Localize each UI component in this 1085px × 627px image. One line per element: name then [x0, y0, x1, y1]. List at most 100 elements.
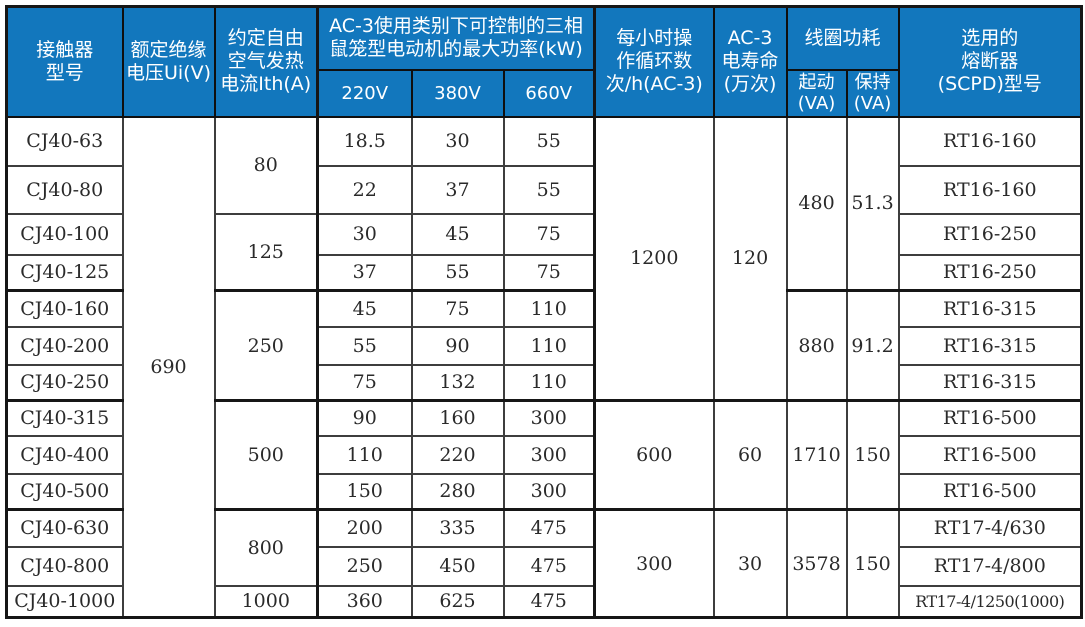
cell-power-380v: 450: [410, 545, 505, 587]
header-row-2: 220V 380V 660V 起动 (VA) 保持 (VA): [7, 68, 1082, 118]
header-line: 作循环数: [616, 50, 693, 73]
cell-insulation-voltage: 690: [121, 115, 216, 619]
header-thermal-current: 约定自由 空气发热 电流Ith(A): [213, 5, 319, 118]
cell-power-220v: 75: [316, 363, 413, 402]
cell-model: CJ40-63: [5, 115, 124, 167]
table-row: CJ40-1000 1000 360 625 475 RT17-4/1250(1…: [5, 584, 1083, 619]
cell-power-660v: 300: [502, 434, 596, 475]
header-line: 熔断器: [961, 50, 1019, 73]
cell-fuse: RT16-160: [897, 115, 1083, 167]
cell-fuse: RT16-315: [897, 289, 1083, 328]
table-row: CJ40-400 110 220 300 RT16-500: [5, 434, 1083, 475]
cell-fuse: RT17-4/1250(1000): [897, 584, 1083, 619]
cell-power-380v: 75: [410, 289, 505, 328]
header-rated-insulation-voltage: 额定绝缘 电压Ui(V): [121, 5, 216, 118]
header-coil-hold: 保持 (VA): [845, 68, 900, 118]
header-line: 保持: [854, 72, 891, 93]
cell-power-220v: 90: [316, 399, 413, 437]
cell-power-380v: 45: [410, 212, 505, 256]
header-line: (VA): [853, 93, 892, 114]
table-row: CJ40-315 500 90 160 300 600 60 1710 150 …: [5, 399, 1083, 511]
header-coil-consumption-group: 线圈功耗: [785, 5, 900, 71]
cell-coil-hold-group: 51.3: [845, 115, 900, 292]
cell-fuse: RT16-315: [897, 363, 1083, 402]
table-row: CJ40-160 250 45 75 110 880 91.2 RT16-315: [5, 289, 1083, 402]
header-line: 电流Ith(A): [220, 73, 312, 96]
cell-model: CJ40-200: [5, 325, 124, 366]
cell-life-group: 60: [712, 399, 788, 511]
cell-power-380v: 37: [410, 164, 505, 215]
cell-model: CJ40-160: [5, 289, 124, 328]
header-line: 选用的: [961, 27, 1019, 50]
cell-power-220v: 360: [316, 584, 413, 619]
cell-life-group: 30: [712, 508, 788, 619]
table-row: CJ40-63 690 80 18.5 30 55 1200 120 480 5…: [5, 115, 1083, 619]
header-line: AC-3使用类别下可控制的三相: [329, 15, 583, 38]
cell-power-660v: 475: [502, 584, 596, 619]
header-line: (万次): [723, 73, 777, 96]
header-line: 约定自由: [227, 27, 304, 50]
cell-coil-hold-group: 150: [845, 399, 900, 511]
table-row: CJ40-500 150 280 300 RT16-500: [5, 472, 1083, 511]
cell-model: CJ40-1000: [5, 584, 124, 619]
cell-fuse: RT16-500: [897, 472, 1083, 511]
header-electrical-life: AC-3 电寿命 (万次): [712, 5, 788, 118]
cell-coil-start-group: 3578: [785, 508, 848, 619]
cell-fuse: RT16-250: [897, 212, 1083, 256]
table-row: CJ40-250 75 132 110 RT16-315: [5, 363, 1083, 402]
cell-ith-group: 800: [213, 508, 319, 587]
cell-power-380v: 280: [410, 472, 505, 511]
cell-fuse: RT16-500: [897, 399, 1083, 437]
header-max-power-group: AC-3使用类别下可控制的三相 鼠笼型电动机的最大功率(kW): [315, 5, 596, 71]
cell-power-660v: 110: [502, 325, 596, 366]
cell-power-220v: 22: [316, 164, 413, 215]
header-line: 电压Ui(V): [125, 61, 211, 84]
cell-power-660v: 55: [502, 115, 596, 167]
header-fuse-type: 选用的 熔断器 (SCPD)型号: [897, 5, 1083, 118]
cell-power-660v: 475: [502, 508, 596, 548]
cell-fuse: RT16-315: [897, 325, 1083, 366]
header-line: 鼠笼型电动机的最大功率(kW): [329, 38, 583, 61]
cell-ith-group: 500: [213, 399, 319, 511]
cell-power-660v: 475: [502, 545, 596, 587]
header-line: 每小时操: [616, 27, 693, 50]
table-row: CJ40-125 37 55 75 RT16-250: [5, 253, 1083, 292]
cell-ith: 1000: [213, 584, 319, 619]
cell-power-220v: 30: [316, 212, 413, 256]
cell-power-380v: 160: [410, 399, 505, 437]
header-660v: 660V: [502, 68, 596, 118]
cell-power-220v: 150: [316, 472, 413, 511]
cell-power-660v: 300: [502, 472, 596, 511]
cell-power-220v: 18.5: [316, 115, 413, 167]
cell-model: CJ40-100: [5, 212, 124, 256]
header-row-1: 接触器 型号 额定绝缘 电压Ui(V) 约定自由 空气发热 电流Ith(A) A…: [5, 5, 1083, 118]
cell-power-380v: 625: [410, 584, 505, 619]
cell-fuse: RT16-500: [897, 434, 1083, 475]
header-line: AC-3: [727, 27, 773, 50]
header-contactor-model: 接触器 型号: [5, 5, 124, 118]
spec-table-container: 接触器 型号 额定绝缘 电压Ui(V) 约定自由 空气发热 电流Ith(A) A…: [5, 5, 1084, 619]
cell-power-220v: 45: [316, 289, 413, 328]
cell-coil-start-group: 880: [785, 289, 848, 402]
header-line: 起动: [798, 72, 835, 93]
header-line: 额定绝缘: [130, 38, 207, 61]
cell-power-660v: 300: [502, 399, 596, 437]
cell-model: CJ40-250: [5, 363, 124, 402]
cell-model: CJ40-315: [5, 399, 124, 437]
cell-power-660v: 55: [502, 164, 596, 215]
cell-model: CJ40-800: [5, 545, 124, 587]
cell-model: CJ40-125: [5, 253, 124, 292]
table-row: CJ40-80 22 37 55 RT16-160: [5, 164, 1083, 215]
cell-power-220v: 55: [316, 325, 413, 366]
contactor-spec-table: 接触器 型号 额定绝缘 电压Ui(V) 约定自由 空气发热 电流Ith(A) A…: [5, 5, 1084, 619]
header-line: 接触器: [36, 38, 94, 61]
cell-ops-group: 600: [593, 399, 715, 511]
cell-power-220v: 37: [316, 253, 413, 292]
cell-fuse: RT16-160: [897, 164, 1083, 215]
cell-model: CJ40-80: [5, 164, 124, 215]
header-line: 次/h(AC-3): [605, 73, 703, 96]
cell-power-380v: 30: [410, 115, 505, 167]
cell-model: CJ40-630: [5, 508, 124, 548]
cell-fuse: RT17-4/800: [897, 545, 1083, 587]
cell-power-380v: 90: [410, 325, 505, 366]
